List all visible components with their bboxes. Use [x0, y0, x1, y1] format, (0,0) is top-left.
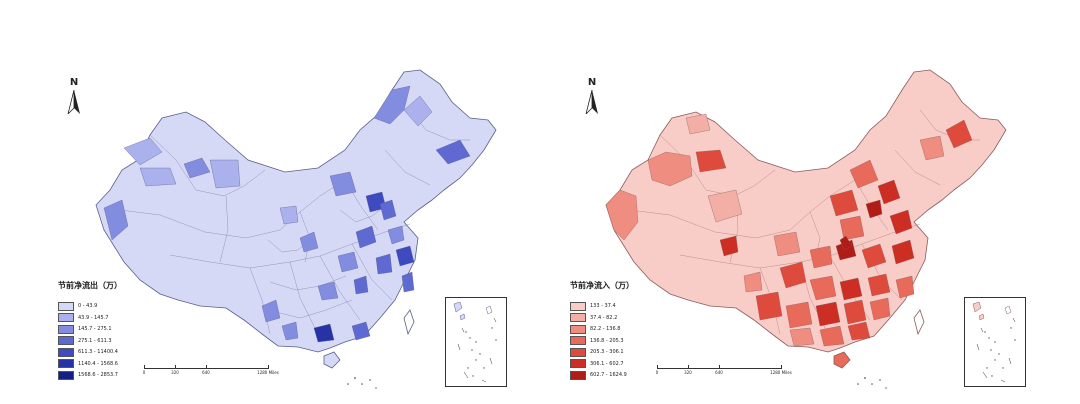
- inflow-legend: 节前净流入（万） 133 - 37.4 37.4 - 82.2 82.2 - 136…: [570, 280, 690, 382]
- inflow-china-map: [605, 69, 1007, 389]
- south-china-sea-inset: [445, 297, 507, 387]
- north-arrow: N: [64, 78, 84, 114]
- north-arrow-icon: [585, 90, 598, 114]
- legend-swatch: [570, 347, 586, 357]
- north-arrow-icon: [67, 90, 80, 114]
- legend-swatch: [570, 370, 586, 380]
- legend-row: 37.4 - 82.2: [570, 313, 690, 323]
- scattered-islands: [347, 377, 377, 389]
- legend-label: 136.8 - 205.3: [590, 337, 624, 344]
- legend-label: 1140.4 - 1568.6: [78, 360, 118, 367]
- hainan-island: [323, 351, 341, 369]
- legend-row: 133 - 37.4: [570, 301, 690, 311]
- legend-swatch: [58, 359, 74, 368]
- taiwan-island: [913, 309, 925, 336]
- scale-label-0: 0: [655, 370, 659, 375]
- scale-bar: 0 320 640 1280 Miles: [142, 362, 279, 378]
- south-china-sea-inset: [964, 297, 1026, 387]
- legend-label: 82.2 - 136.8: [590, 326, 621, 332]
- legend-label: 145.7 - 275.1: [78, 326, 112, 332]
- scale-label-640: 640: [715, 370, 723, 375]
- legend-swatch: [570, 359, 586, 368]
- scale-label-0: 0: [142, 370, 146, 375]
- scale-label-320: 320: [684, 370, 692, 375]
- legend-row: 1140.4 - 1568.6: [58, 359, 178, 369]
- legend-swatch: [570, 336, 586, 345]
- highlighted-regions: [103, 85, 471, 343]
- inset-map: [972, 301, 1016, 383]
- legend-swatch: [58, 301, 74, 311]
- legend-swatch: [58, 370, 74, 380]
- legend-label: 306.1 - 602.7: [590, 360, 624, 367]
- legend-row: 136.8 - 205.3: [570, 336, 690, 346]
- legend-row: 602.7 - 1624.9: [570, 370, 690, 380]
- legend-label: 37.4 - 82.2: [590, 314, 618, 321]
- legend-swatch: [58, 313, 74, 322]
- taiwan-island: [403, 309, 415, 336]
- legend-label: 133 - 37.4: [590, 303, 616, 309]
- legend-swatch: [570, 301, 586, 311]
- inflow-map-panel: N 节前净流入（万） 133 - 37.4 37.4 - 82.2 82.2 - 1…: [540, 0, 1080, 404]
- scattered-islands: [857, 377, 887, 389]
- legend-swatch: [58, 347, 74, 357]
- legend-label: 205.3 - 306.1: [590, 349, 624, 355]
- north-label: N: [69, 77, 79, 88]
- legend-row: 82.2 - 136.8: [570, 324, 690, 334]
- outflow-map-panel: N 节前净流出（万） 0 - 43.9 43.9 - 145.7 145.7 - 2…: [58, 69, 507, 389]
- legend-label: 611.3 - 11400.4: [78, 349, 118, 355]
- legend-label: 602.7 - 1624.9: [590, 372, 627, 378]
- north-arrow: N: [582, 78, 602, 114]
- legend-row: 205.3 - 306.1: [570, 347, 690, 357]
- scale-label-1280: 1280 Miles: [770, 370, 792, 375]
- legend-swatch: [570, 313, 586, 322]
- legend-row: 1568.6 - 2853.7: [58, 370, 178, 380]
- legend-swatch: [58, 336, 74, 345]
- legend-row: 306.1 - 602.7: [570, 359, 690, 369]
- scale-label-640: 640: [202, 370, 210, 375]
- outflow-legend: 节前净流出（万） 0 - 43.9 43.9 - 145.7 145.7 - 275…: [58, 280, 178, 382]
- highlighted-regions: [605, 113, 973, 347]
- legend-label: 1568.6 - 2853.7: [78, 372, 118, 378]
- legend-label: 0 - 43.9: [78, 303, 98, 309]
- legend-swatch: [58, 324, 74, 334]
- scale-bar: 0 320 640 1280 Miles: [655, 362, 792, 378]
- legend-row: 43.9 - 145.7: [58, 313, 178, 323]
- legend-row: 611.3 - 11400.4: [58, 347, 178, 357]
- scale-label-320: 320: [171, 370, 179, 375]
- hainan-island: [833, 351, 851, 369]
- inset-map: [453, 301, 497, 383]
- legend-label: 275.1 - 611.3: [78, 337, 112, 344]
- scale-label-1280: 1280 Miles: [257, 370, 279, 375]
- legend-label: 43.9 - 145.7: [78, 314, 109, 321]
- legend-title: 节前净流出（万）: [58, 280, 122, 290]
- legend-row: 275.1 - 611.3: [58, 336, 178, 346]
- legend-swatch: [570, 324, 586, 334]
- north-label: N: [587, 77, 597, 88]
- legend-title: 节前净流入（万）: [570, 280, 634, 290]
- legend-row: 0 - 43.9: [58, 301, 178, 311]
- legend-row: 145.7 - 275.1: [58, 324, 178, 334]
- outflow-china-map: [95, 69, 497, 389]
